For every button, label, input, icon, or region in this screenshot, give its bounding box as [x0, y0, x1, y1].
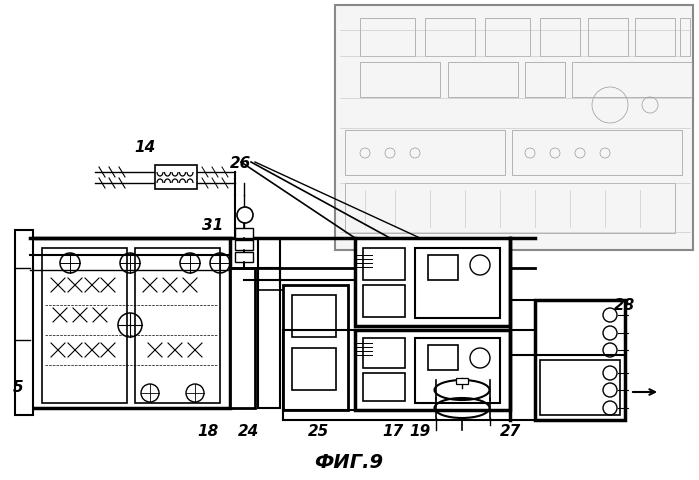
- Bar: [363, 373, 405, 401]
- Bar: [235, 240, 253, 250]
- Bar: [428, 345, 458, 370]
- Bar: [155, 165, 197, 189]
- Bar: [485, 18, 530, 56]
- Bar: [230, 268, 255, 408]
- Text: ФИГ.9: ФИГ.9: [315, 453, 384, 471]
- Bar: [235, 252, 253, 262]
- Bar: [363, 248, 405, 280]
- Bar: [335, 5, 693, 250]
- Bar: [428, 255, 458, 280]
- Bar: [448, 62, 518, 97]
- Bar: [283, 285, 348, 410]
- Bar: [360, 18, 415, 56]
- Text: 28: 28: [614, 298, 635, 312]
- Bar: [258, 268, 280, 408]
- Text: 31: 31: [203, 217, 224, 232]
- Bar: [363, 338, 405, 368]
- Bar: [292, 295, 336, 337]
- Bar: [535, 300, 625, 420]
- Text: 26: 26: [229, 156, 251, 170]
- Circle shape: [237, 207, 253, 223]
- Text: 24: 24: [238, 424, 259, 440]
- Bar: [415, 248, 500, 318]
- Bar: [15, 230, 33, 415]
- Bar: [135, 248, 220, 403]
- Bar: [540, 18, 580, 56]
- Bar: [456, 378, 468, 384]
- Bar: [363, 285, 405, 317]
- Text: 5: 5: [13, 381, 23, 396]
- Bar: [415, 338, 500, 403]
- Bar: [30, 238, 230, 408]
- Bar: [235, 228, 253, 238]
- Bar: [512, 130, 682, 175]
- Text: 27: 27: [499, 424, 521, 440]
- Bar: [588, 18, 628, 56]
- Bar: [525, 62, 565, 97]
- Bar: [345, 183, 675, 233]
- Bar: [355, 330, 510, 410]
- Bar: [42, 248, 127, 403]
- Text: 19: 19: [410, 424, 431, 440]
- Bar: [540, 360, 620, 415]
- Text: 14: 14: [134, 141, 156, 156]
- Bar: [355, 238, 510, 326]
- Text: 18: 18: [197, 424, 219, 440]
- Bar: [680, 18, 690, 56]
- Bar: [345, 130, 505, 175]
- Bar: [635, 18, 675, 56]
- Text: 17: 17: [382, 424, 403, 440]
- Bar: [360, 62, 440, 97]
- Bar: [572, 62, 692, 97]
- Bar: [292, 348, 336, 390]
- Bar: [425, 18, 475, 56]
- Text: 25: 25: [308, 424, 329, 440]
